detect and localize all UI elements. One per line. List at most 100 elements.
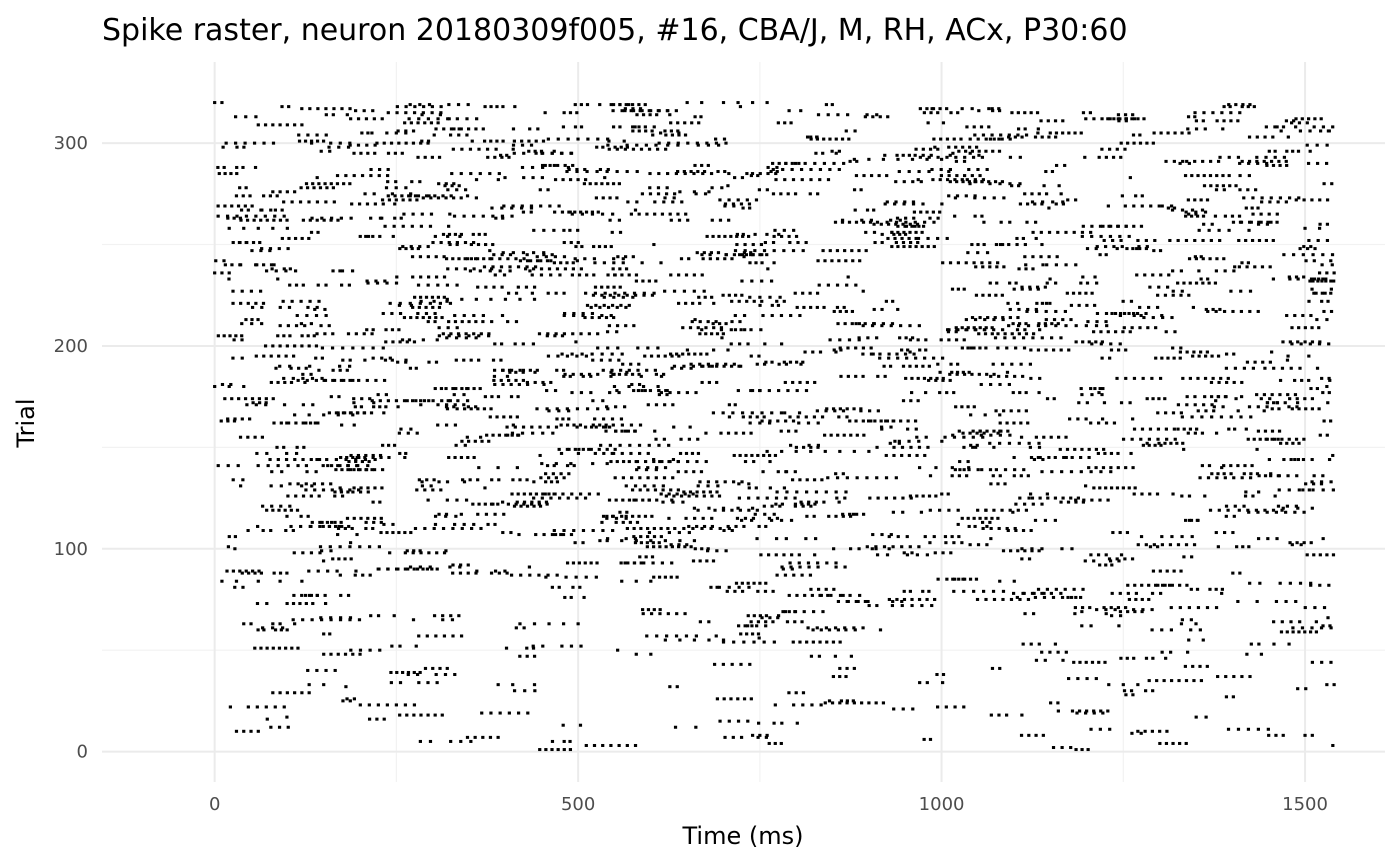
spike-mark: [861, 419, 865, 423]
spike-mark: [607, 498, 612, 502]
spike-mark: [410, 247, 414, 251]
spike-mark: [820, 415, 825, 419]
spike-mark: [243, 204, 247, 208]
spike-mark: [1294, 504, 1298, 508]
spike-mark: [282, 334, 286, 338]
spike-mark: [1111, 531, 1115, 535]
spike-mark: [645, 212, 649, 216]
spike-mark: [583, 178, 588, 182]
spike-mark: [1030, 547, 1034, 551]
spike-mark: [315, 305, 319, 309]
spike-mark: [692, 470, 696, 474]
spike-mark: [576, 241, 580, 245]
spike-mark: [950, 474, 954, 478]
spike-mark: [645, 368, 649, 372]
spike-mark: [1036, 324, 1041, 328]
spike-mark: [1100, 340, 1104, 344]
spike-mark: [902, 589, 906, 593]
spike-mark: [1001, 597, 1005, 601]
spike-mark: [531, 267, 536, 271]
spike-mark: [1192, 350, 1196, 354]
spike-mark: [1301, 458, 1306, 462]
spike-mark: [710, 218, 714, 222]
spike-mark: [1296, 149, 1301, 153]
spike-mark: [1128, 176, 1132, 180]
spike-mark: [543, 492, 547, 496]
spike-mark: [1016, 324, 1021, 328]
spike-mark: [511, 683, 515, 687]
spike-mark: [1158, 376, 1163, 380]
spike-mark: [904, 376, 908, 380]
spike-mark: [1223, 476, 1227, 480]
spike-mark: [398, 247, 402, 251]
spike-mark: [521, 425, 526, 429]
spike-mark: [924, 435, 928, 439]
spike-mark: [285, 628, 289, 632]
spike-mark: [1011, 322, 1015, 326]
spike-mark: [285, 218, 289, 222]
spike-mark: [1210, 354, 1214, 358]
spike-mark: [446, 399, 450, 403]
spike-mark: [611, 514, 615, 518]
spike-mark: [412, 670, 416, 674]
spike-mark: [384, 328, 388, 332]
spike-mark: [693, 516, 697, 520]
spike-mark: [740, 253, 745, 257]
spike-mark: [623, 561, 627, 565]
spike-mark: [1097, 155, 1101, 159]
spike-mark: [597, 245, 602, 249]
spike-mark: [682, 526, 686, 530]
spike-mark: [710, 295, 714, 299]
spike-mark: [1078, 291, 1082, 295]
spike-mark: [1084, 660, 1088, 664]
spike-mark: [217, 172, 221, 176]
spike-mark: [425, 478, 429, 482]
spike-mark: [315, 332, 319, 336]
spike-mark: [901, 364, 906, 368]
spike-mark: [1147, 583, 1151, 587]
spike-mark: [447, 455, 451, 459]
spike-mark: [1178, 161, 1182, 165]
spike-mark: [314, 314, 319, 318]
spike-mark: [1248, 675, 1252, 679]
spike-mark: [465, 435, 469, 439]
spike-mark: [366, 516, 370, 520]
spike-mark: [766, 165, 770, 169]
spike-mark: [1172, 159, 1176, 163]
spike-mark: [871, 352, 875, 356]
spike-mark: [769, 279, 774, 283]
spike-mark: [1087, 447, 1091, 451]
spike-mark: [426, 681, 430, 685]
spike-mark: [243, 141, 247, 145]
spike-mark: [519, 206, 524, 210]
spike-mark: [368, 648, 372, 652]
major-grid-x: [213, 62, 1307, 782]
spike-mark: [810, 703, 814, 707]
spike-mark: [544, 480, 548, 484]
spike-mark: [714, 141, 719, 145]
spike-mark: [894, 200, 898, 204]
spike-mark: [1070, 547, 1074, 551]
spike-mark: [1215, 184, 1219, 188]
spike-mark: [983, 413, 987, 417]
spike-mark: [508, 370, 512, 374]
spike-mark: [262, 263, 266, 267]
spike-mark: [616, 255, 620, 259]
spike-mark: [1307, 238, 1311, 242]
spike-mark: [755, 508, 759, 512]
spike-mark: [614, 516, 619, 520]
spike-mark: [1238, 174, 1242, 178]
spike-mark: [1089, 470, 1093, 474]
spike-mark: [1247, 174, 1251, 178]
spike-mark: [695, 251, 699, 255]
spike-mark: [421, 567, 425, 571]
spike-mark: [572, 464, 576, 468]
spike-mark: [497, 571, 501, 575]
spike-mark: [555, 407, 559, 411]
spike-mark: [713, 508, 717, 512]
spike-mark: [896, 157, 900, 161]
spike-mark: [1031, 267, 1035, 271]
spike-mark: [508, 415, 513, 419]
spike-mark: [1161, 583, 1165, 587]
spike-mark: [531, 176, 535, 180]
